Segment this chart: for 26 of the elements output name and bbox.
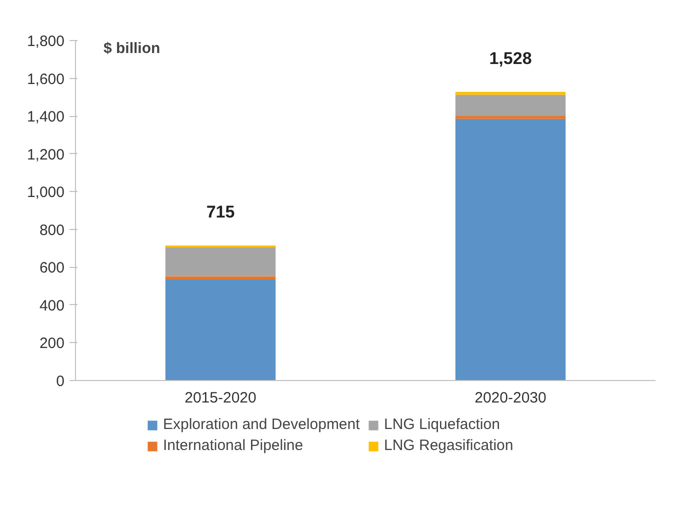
- total-label: 1,528: [489, 48, 532, 68]
- bar: [165, 245, 276, 248]
- legend-label: Exploration and Development: [163, 416, 361, 433]
- bar: [455, 116, 566, 119]
- y-tick-label: 1,800: [26, 33, 65, 50]
- y-tick-label: 200: [39, 335, 65, 352]
- y-tick-label: 1,600: [26, 70, 65, 88]
- y-tick-label: 600: [39, 260, 65, 277]
- bar: [455, 118, 566, 380]
- y-tick-label: 1,000: [26, 184, 65, 202]
- legend-label: International Pipeline: [163, 437, 304, 454]
- x-tick-label: 2015-2020: [184, 390, 256, 406]
- bar: [165, 276, 276, 280]
- y-tick-label: 1,200: [26, 146, 65, 164]
- y-tick-label: 0: [56, 373, 64, 390]
- bar: [165, 248, 276, 276]
- bar: [455, 94, 566, 116]
- total-label: 715: [206, 202, 235, 222]
- y-tick-label: 400: [39, 297, 65, 314]
- legend-label: LNG Liquefaction: [384, 416, 501, 433]
- y-tick-label: 1,400: [26, 108, 65, 126]
- y-axis-title: $ billion: [104, 40, 160, 57]
- x-tick-label: 2020-2030: [474, 390, 546, 406]
- y-tick-label: 800: [39, 222, 65, 239]
- bar: [165, 279, 276, 380]
- legend-label: LNG Regasification: [384, 437, 514, 454]
